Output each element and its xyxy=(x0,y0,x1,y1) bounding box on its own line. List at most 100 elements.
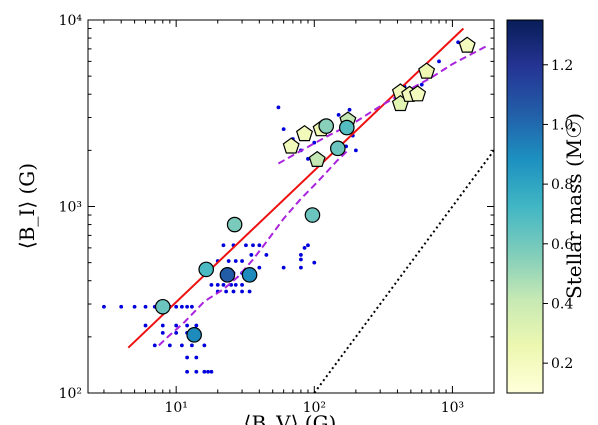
colorbar-ticks: 0.2 0.4 0.6 0.8 1.0 1.2 xyxy=(543,58,573,372)
small-data-point xyxy=(299,265,303,270)
small-data-point xyxy=(160,323,165,328)
small-data-point xyxy=(190,304,194,309)
small-data-point xyxy=(240,289,244,294)
small-data-point xyxy=(231,289,236,294)
small-data-point xyxy=(185,369,190,374)
small-data-point xyxy=(174,323,179,328)
y-axis-label: ⟨B_I⟩ (G) xyxy=(15,163,39,249)
colorbar-label: Stellar mass (M☉) xyxy=(562,113,586,299)
circle-marker xyxy=(304,207,321,223)
small-data-point xyxy=(206,369,210,374)
small-data-point xyxy=(257,265,262,270)
x-axis-label: ⟨B_V⟩ (G) xyxy=(244,411,337,425)
circle-marker xyxy=(186,327,202,343)
small-data-point xyxy=(276,105,281,110)
circle-marker xyxy=(330,140,346,157)
small-data-point xyxy=(244,243,248,248)
small-data-point xyxy=(353,148,358,153)
pentagon-marker xyxy=(295,124,314,142)
small-data-point xyxy=(119,304,124,309)
colorbar-tick-label: 0.4 xyxy=(551,296,573,312)
small-data-point xyxy=(174,304,179,309)
circle-marker xyxy=(318,118,335,134)
fit-lines xyxy=(127,27,494,393)
small-data-point xyxy=(209,369,214,374)
small-data-point xyxy=(233,282,238,287)
colorbar-tick-label: 0.8 xyxy=(551,177,573,193)
small-data-point xyxy=(306,156,310,161)
colorbar xyxy=(506,19,544,394)
fit-line-dashed-1 xyxy=(158,149,349,347)
y-tick-label: 10⁴ xyxy=(59,13,83,29)
small-data-point xyxy=(185,304,190,309)
small-data-point xyxy=(185,355,190,360)
small-data-point xyxy=(194,323,199,328)
small-data-point xyxy=(299,253,303,257)
pentagon-marker xyxy=(308,150,326,167)
axis-ticks: 10¹ 10² 10³ 10² 10³ 10⁴ xyxy=(59,13,494,416)
x-tick-label: 10³ xyxy=(441,400,464,416)
small-data-point xyxy=(226,259,231,263)
small-data-point xyxy=(215,282,220,287)
circle-marker xyxy=(226,216,243,233)
small-data-point xyxy=(202,369,207,374)
small-data-point xyxy=(190,343,194,348)
circle-marker xyxy=(198,261,215,278)
small-data-point xyxy=(347,107,352,112)
small-data-point xyxy=(143,304,148,309)
small-data-point xyxy=(233,259,238,263)
small-data-point xyxy=(185,323,190,328)
small-data-point xyxy=(240,282,244,287)
small-data-point xyxy=(437,59,441,64)
small-data-point xyxy=(281,127,286,132)
y-tick-label: 10³ xyxy=(59,200,82,216)
small-data-point xyxy=(224,289,229,294)
small-data-point xyxy=(194,355,199,360)
small-data-point xyxy=(302,245,307,250)
circle-marker xyxy=(219,267,236,283)
small-data-point xyxy=(179,304,184,309)
small-data-point xyxy=(312,140,317,145)
small-data-point xyxy=(132,304,137,309)
small-data-point xyxy=(167,343,172,348)
circle-marker xyxy=(241,267,258,283)
small-data-point xyxy=(160,331,165,335)
star-markers xyxy=(154,36,476,343)
fit-line-dashed-2 xyxy=(277,44,489,165)
small-data-point xyxy=(249,253,254,257)
small-data-point xyxy=(152,343,157,348)
small-data-point xyxy=(257,243,262,248)
circle-marker xyxy=(339,119,355,136)
small-data-point xyxy=(247,289,252,294)
small-data-point xyxy=(194,369,199,374)
pentagon-marker xyxy=(409,85,427,102)
circle-marker xyxy=(154,298,171,315)
pentagon-marker xyxy=(458,36,476,53)
small-data-point xyxy=(202,343,207,348)
fit-line-solid-0 xyxy=(127,27,465,349)
small-data-point xyxy=(264,253,269,257)
small-data-point xyxy=(240,259,244,263)
plot-area xyxy=(102,27,494,393)
x-tick-label: 10² xyxy=(303,400,326,416)
colorbar-tick-label: 0.6 xyxy=(551,237,573,253)
small-data-point xyxy=(209,282,214,287)
colorbar-tick-label: 1.2 xyxy=(551,58,573,74)
small-data-point xyxy=(299,257,303,262)
small-data-point xyxy=(281,265,286,270)
y-tick-label: 10² xyxy=(59,386,82,402)
fit-line-dotted-3 xyxy=(313,149,494,393)
small-data-point xyxy=(306,243,310,248)
small-data-point xyxy=(221,282,226,287)
small-data-point xyxy=(419,82,424,87)
small-data-point xyxy=(251,243,255,248)
small-data-point xyxy=(336,112,341,117)
small-data-point xyxy=(221,243,226,248)
small-data-point xyxy=(174,331,179,335)
x-tick-label: 10¹ xyxy=(164,400,187,416)
small-data-point xyxy=(179,343,184,348)
colorbar-tick-label: 0.2 xyxy=(551,356,573,372)
small-data-point xyxy=(312,260,317,265)
pentagon-marker xyxy=(282,137,300,154)
